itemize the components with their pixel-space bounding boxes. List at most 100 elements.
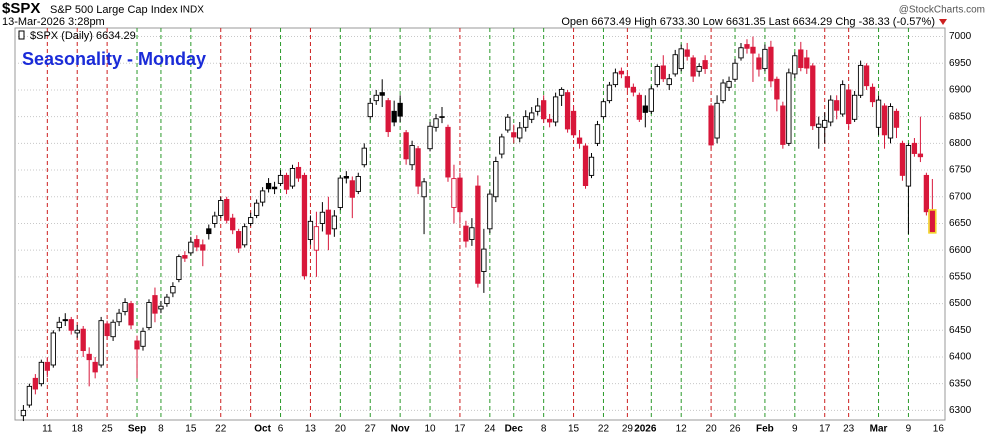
candle-body bbox=[911, 142, 918, 154]
candle-body bbox=[564, 92, 571, 130]
candle-body bbox=[361, 147, 367, 166]
y-tick-label: 7000 bbox=[949, 31, 972, 42]
candle-body bbox=[636, 94, 642, 120]
candle-body bbox=[277, 174, 284, 184]
candle-body bbox=[188, 241, 194, 254]
candle-body bbox=[822, 119, 828, 128]
candle-body bbox=[152, 295, 158, 314]
x-tick-label: 23 bbox=[843, 424, 855, 435]
candle-body bbox=[546, 118, 553, 123]
candle-body bbox=[708, 105, 714, 146]
candle-body bbox=[301, 174, 308, 277]
x-tick-label: 27 bbox=[365, 424, 377, 435]
candle-body bbox=[487, 193, 493, 230]
down-arrow bbox=[939, 19, 947, 25]
candle-body bbox=[295, 166, 302, 179]
y-tick-label: 6850 bbox=[949, 111, 972, 122]
candle-body bbox=[624, 76, 631, 88]
candle-body bbox=[756, 57, 762, 70]
candle-body bbox=[182, 255, 188, 259]
candle-body bbox=[50, 332, 56, 366]
candle-body bbox=[732, 62, 738, 80]
candle-body bbox=[259, 190, 266, 203]
x-tick-label: Mar bbox=[870, 424, 888, 435]
candle-body bbox=[762, 48, 768, 70]
x-tick-label: 8 bbox=[541, 424, 547, 435]
candle-body bbox=[242, 226, 248, 246]
candle-body bbox=[714, 102, 720, 139]
latest-highlight bbox=[928, 209, 937, 234]
candle-body bbox=[445, 126, 451, 178]
candle-body bbox=[917, 153, 924, 158]
x-tick-label: 9 bbox=[906, 424, 912, 435]
candle-body bbox=[86, 353, 92, 361]
candle-body bbox=[433, 118, 439, 128]
candle-body bbox=[511, 132, 517, 138]
x-tick-label: Feb bbox=[756, 424, 774, 435]
candle-body bbox=[606, 84, 613, 102]
candle-body bbox=[558, 88, 565, 96]
y-tick-label: 6400 bbox=[949, 352, 972, 363]
timestamp: 13-Mar-2026 3:28pm bbox=[2, 16, 105, 28]
candle-body bbox=[875, 99, 882, 128]
candle-body bbox=[840, 84, 846, 115]
x-tick-label: 24 bbox=[484, 424, 496, 435]
candle-body bbox=[720, 82, 726, 102]
candle-body bbox=[283, 174, 290, 190]
y-tick-label: 6700 bbox=[949, 191, 972, 202]
candle-body bbox=[804, 57, 810, 69]
candle-body bbox=[158, 305, 164, 310]
candle-body bbox=[666, 78, 672, 86]
y-tick-label: 6550 bbox=[949, 272, 972, 283]
x-tick-label: 16 bbox=[933, 424, 945, 435]
candle-body bbox=[236, 231, 242, 249]
x-tick-label: 10 bbox=[424, 424, 436, 435]
x-tick-label: Dec bbox=[505, 424, 524, 435]
y-tick-label: 6900 bbox=[949, 85, 972, 96]
candle-body bbox=[128, 303, 134, 326]
candle-body bbox=[20, 409, 27, 417]
candle-body bbox=[116, 312, 122, 323]
candle-body bbox=[535, 105, 541, 112]
y-tick-label: 6800 bbox=[949, 138, 972, 149]
y-tick-label: 6500 bbox=[949, 298, 972, 309]
candle-body bbox=[313, 226, 320, 251]
candle-body bbox=[523, 116, 529, 128]
legend-icon bbox=[18, 30, 25, 40]
candle-body bbox=[457, 177, 463, 213]
candle-body bbox=[792, 55, 798, 75]
candle-body bbox=[618, 70, 625, 75]
candle-body bbox=[427, 125, 433, 150]
candle-body bbox=[475, 185, 481, 284]
candle-body bbox=[409, 145, 415, 166]
x-tick-label: 22 bbox=[215, 424, 227, 435]
candle-body bbox=[110, 321, 116, 338]
candle-body bbox=[98, 320, 104, 366]
candle-body bbox=[893, 110, 900, 128]
candle-body bbox=[899, 142, 906, 176]
candle-body bbox=[463, 225, 469, 242]
candle-body bbox=[612, 72, 619, 86]
index-name: S&P 500 Large Cap Index bbox=[50, 4, 178, 16]
candle-body bbox=[164, 296, 170, 305]
candle-body bbox=[929, 210, 936, 233]
candle-body bbox=[529, 112, 535, 120]
candle-body bbox=[218, 200, 224, 216]
candle-body bbox=[851, 94, 858, 120]
candle-body bbox=[552, 96, 559, 123]
candle-body bbox=[337, 177, 343, 208]
candle-body bbox=[481, 248, 487, 272]
candle-body bbox=[774, 78, 780, 100]
candle-body bbox=[642, 105, 648, 113]
candle-body bbox=[349, 180, 355, 198]
candle-body bbox=[68, 319, 74, 331]
candle-body bbox=[32, 377, 39, 390]
candle-body bbox=[343, 176, 349, 179]
x-tick-label: 2026 bbox=[634, 424, 657, 435]
candle-body bbox=[696, 66, 702, 72]
x-tick-label: 11 bbox=[42, 424, 53, 435]
candle-body bbox=[648, 88, 654, 112]
candle-body bbox=[600, 101, 607, 118]
candle-body bbox=[798, 49, 804, 68]
